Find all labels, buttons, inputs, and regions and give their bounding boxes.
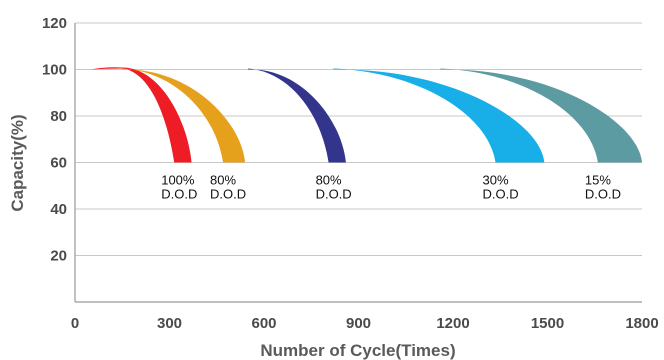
dod-band-3 (248, 68, 346, 163)
y-tick-label: 20 (50, 248, 67, 265)
gridlines (75, 22, 642, 256)
band-label-line1: 15% (585, 173, 611, 188)
x-tick-labels: 0 300 600 900 1200 1500 1800 (71, 315, 659, 332)
dod-band-5 (440, 68, 642, 163)
band-labels: 100%D.O.D80%D.O.D80%D.O.D30%D.O.D15%D.O.… (161, 173, 621, 202)
x-tick-label: 1800 (625, 315, 658, 332)
x-tick-label: 900 (346, 315, 371, 332)
y-tick-label: 120 (42, 15, 67, 32)
x-tick-label: 1200 (436, 315, 469, 332)
band-label-line1: 30% (483, 173, 509, 188)
dod-band-1 (90, 67, 192, 163)
band-label-line2: D.O.D (316, 187, 352, 202)
x-tick-label: 600 (251, 315, 276, 332)
y-tick-label: 100 (42, 62, 67, 79)
x-tick-label: 300 (157, 315, 182, 332)
x-axis-title: Number of Cycle(Times) (260, 341, 455, 360)
band-label-line2: D.O.D (585, 187, 621, 202)
y-tick-label: 60 (50, 155, 67, 172)
band-label-line1: 80% (316, 173, 342, 188)
band-label-line2: D.O.D (161, 187, 197, 202)
y-tick-labels: 20 40 60 80 100 120 (42, 15, 67, 265)
y-tick-label: 80 (50, 108, 67, 125)
axes (74, 23, 642, 303)
dod-bands (90, 67, 642, 163)
band-label-line2: D.O.D (483, 187, 519, 202)
y-tick-label: 40 (50, 201, 67, 218)
band-label-line2: D.O.D (210, 187, 246, 202)
band-label-line1: 80% (210, 173, 236, 188)
x-tick-label: 1500 (531, 315, 564, 332)
band-label-line1: 100% (161, 173, 195, 188)
dod-band-2 (122, 68, 246, 163)
dod-band-4 (333, 68, 545, 163)
y-axis-title: Capacity(%) (8, 114, 27, 211)
x-tick-label: 0 (71, 315, 79, 332)
